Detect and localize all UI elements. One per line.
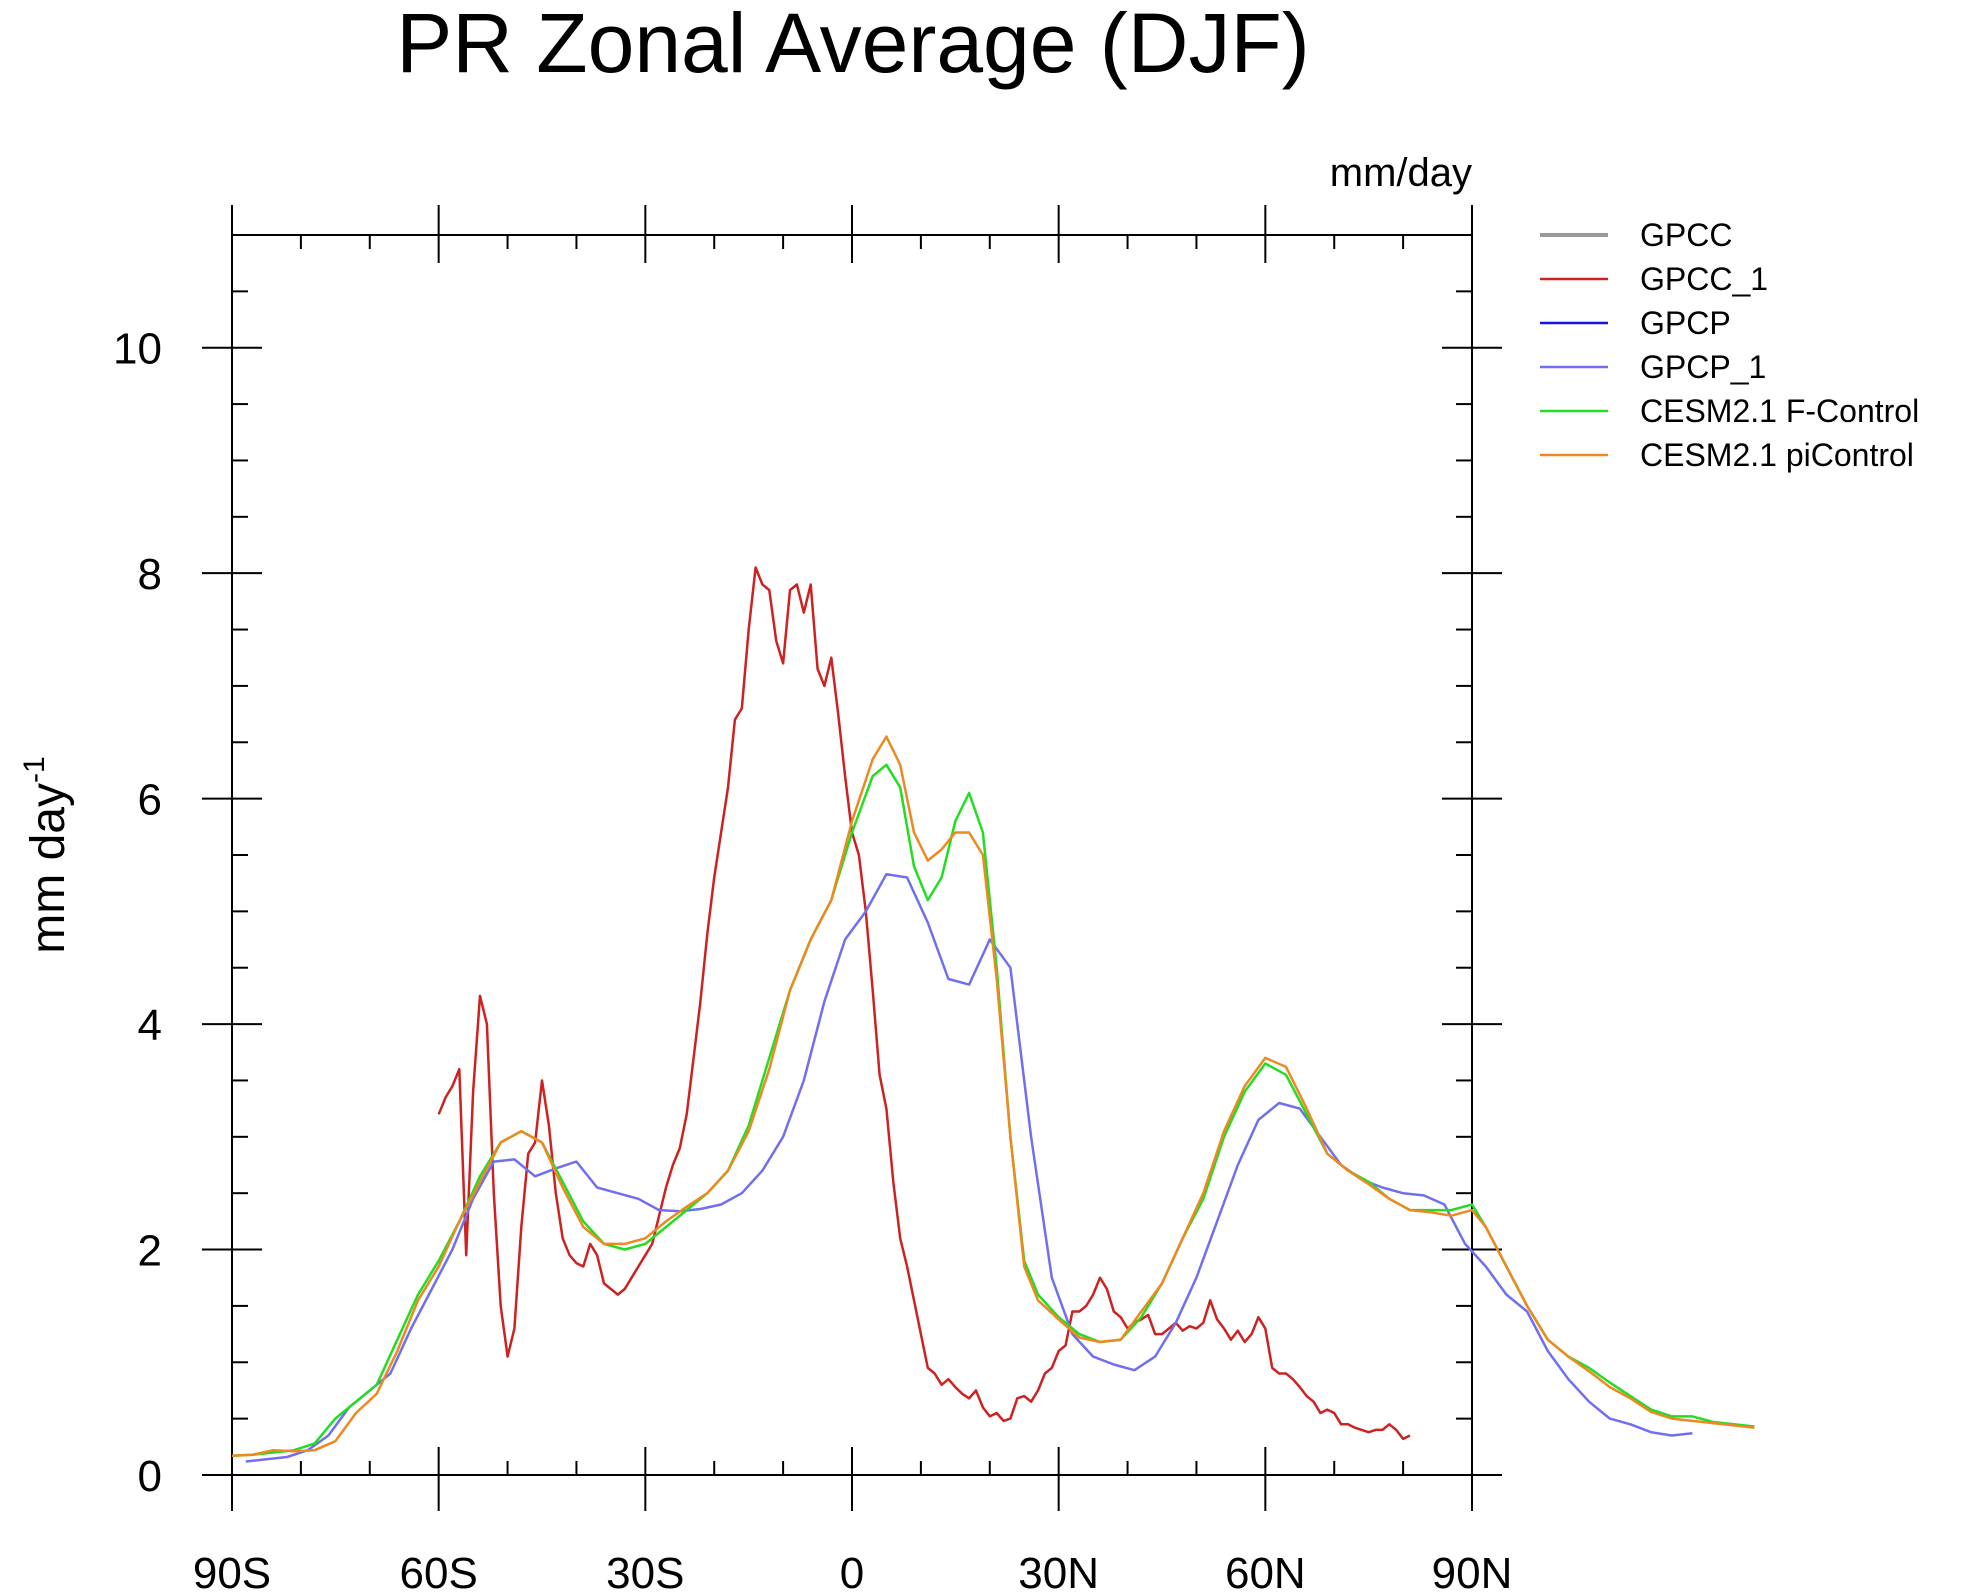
x-tick-labels: 90S 60S 30S 0 30N 60N 90N [193, 1549, 1513, 1595]
y-tick-label: 6 [138, 776, 162, 825]
y-tick-label: 8 [138, 550, 162, 599]
legend-label: GPCP [1640, 305, 1731, 341]
legend-label: CESM2.1 piControl [1640, 437, 1914, 473]
y-axis-label-text: mm day [22, 783, 75, 954]
legend-label: GPCC_1 [1640, 261, 1768, 297]
y-tick-labels: 0 2 4 6 8 10 [113, 325, 162, 1501]
legend: GPCC GPCC_1 GPCP GPCP_1 CESM2.1 F-Control CES… [1540, 217, 1919, 473]
legend-label: GPCC [1640, 217, 1732, 253]
y-tick-label: 10 [113, 325, 162, 374]
x-tick-label: 0 [840, 1549, 864, 1595]
y-tick-label: 2 [138, 1227, 162, 1276]
x-tick-label: 90N [1432, 1549, 1513, 1595]
series-line-gpcp-1 [245, 872, 1693, 1463]
y-axis-label: mm day-1 [18, 756, 75, 953]
chart-title: PR Zonal Average (DJF) [396, 0, 1309, 90]
x-tick-label: 60N [1225, 1549, 1306, 1595]
x-tick-label: 90S [193, 1549, 271, 1595]
x-tick-label: 30S [606, 1549, 684, 1595]
y-tick-label: 0 [138, 1452, 162, 1501]
series-lines [231, 566, 1755, 1463]
series-line-gpcc-1 [437, 566, 1411, 1441]
axis-ticks [202, 205, 1502, 1511]
x-tick-label: 60S [400, 1549, 478, 1595]
units-label: mm/day [1330, 151, 1472, 195]
plot-frame [231, 234, 1473, 1476]
y-tick-label: 4 [138, 1001, 162, 1050]
legend-label: CESM2.1 F-Control [1640, 393, 1919, 429]
y-axis-label-exponent: -1 [18, 756, 51, 783]
x-tick-label: 30N [1018, 1549, 1099, 1595]
series-line-cesm2-1-picontrol [231, 735, 1755, 1458]
legend-label: GPCP_1 [1640, 349, 1766, 385]
